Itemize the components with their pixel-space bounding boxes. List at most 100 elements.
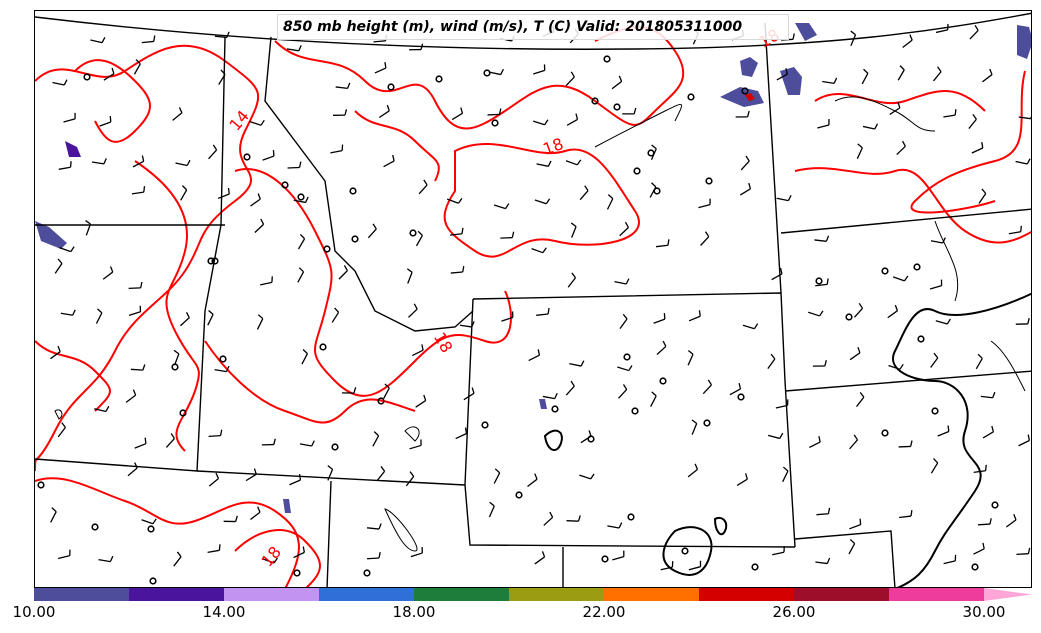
wind-barb-icon: [415, 230, 423, 247]
wind-barb-icon: [607, 522, 623, 529]
wind-barb-icon: [59, 246, 75, 253]
wind-barb-icon: [249, 119, 265, 126]
wind-barb-icon: [493, 203, 510, 210]
wind-barb-icon: [500, 231, 515, 239]
wind-barb-icon: [372, 431, 380, 447]
wind-barb-icon: [409, 439, 422, 450]
wind-barb-icon: [969, 24, 979, 40]
wind-barb-icon: [566, 113, 579, 126]
calm-circle-icon: [681, 547, 689, 555]
water-outline: [990, 340, 1026, 392]
calm-circle-icon: [751, 563, 759, 571]
wind-barb-icon: [208, 144, 218, 160]
wind-barb-icon: [935, 23, 949, 34]
calm-circle-icon: [881, 267, 889, 275]
wind-barb-icon: [622, 107, 637, 115]
colorbar-tick-label: 26.00: [772, 603, 816, 621]
map-title: 850 mb height (m), wind (m/s), T (C) Val…: [277, 14, 789, 40]
wind-barb-layer: [50, 23, 1031, 571]
wind-barb-icon: [367, 551, 381, 560]
wind-barb-icon: [536, 160, 552, 167]
calm-circle-icon: [613, 103, 621, 111]
wind-barb-icon: [688, 310, 701, 322]
wind-barb-icon: [897, 65, 905, 81]
wind-barb-icon: [376, 466, 386, 482]
calm-circle-icon: [991, 501, 999, 509]
wind-barb-icon: [687, 350, 694, 366]
colorbar-segment: [224, 588, 319, 601]
wind-barb-icon: [165, 433, 175, 448]
wind-barb-icon: [822, 77, 838, 85]
wind-barb-icon: [812, 360, 827, 367]
wind-barb-icon: [501, 311, 514, 322]
wind-barb-icon: [293, 546, 305, 559]
wind-barb-icon: [254, 218, 265, 234]
wind-barb-icon: [930, 352, 939, 368]
wind-barb-icon: [982, 425, 995, 439]
calm-circle-icon: [483, 69, 491, 77]
wind-barb-icon: [141, 518, 157, 525]
wind-barb-icon: [655, 239, 670, 248]
colorbar-segments: [34, 588, 1032, 601]
boundary-line: [326, 480, 332, 587]
calm-circle-icon: [219, 355, 227, 363]
wind-barb-icon: [180, 185, 188, 201]
wind-barb-icon: [297, 234, 306, 250]
calm-circle-icon: [363, 569, 371, 577]
wind-barb-icon: [849, 346, 861, 361]
wind-barb-icon: [580, 430, 592, 444]
wind-barb-icon: [450, 265, 465, 274]
calm-circle-icon: [331, 443, 339, 451]
colorbar-extend-arrow: [984, 588, 1032, 601]
wind-barb-icon: [932, 66, 942, 82]
wind-barb-icon: [128, 281, 143, 290]
colorbar-tick-label: 10.00: [12, 603, 56, 621]
temperature-contour: [274, 26, 685, 130]
wind-barb-icon: [125, 389, 137, 403]
wind-barb-icon: [286, 45, 302, 52]
wind-barb-icon: [179, 312, 190, 327]
wind-barb-icon: [450, 227, 464, 236]
temperature-contour: [35, 44, 260, 472]
wind-barb-icon: [408, 303, 418, 318]
wind-barb-icon: [173, 551, 182, 567]
wind-barb-icon: [528, 349, 541, 362]
calm-circle-icon: [207, 257, 215, 265]
calm-circle-icon: [409, 229, 417, 237]
wind-barb-icon: [366, 523, 382, 530]
wind-barb-icon: [856, 143, 863, 159]
wind-barb-icon: [383, 383, 390, 399]
wind-barb-icon: [570, 222, 577, 238]
wind-barb-icon: [816, 507, 831, 516]
wind-barb-icon: [698, 198, 711, 209]
water-outline: [384, 508, 418, 552]
wind-barb-icon: [446, 197, 463, 204]
boundary-line: [780, 208, 1031, 234]
wind-barb-icon: [534, 551, 546, 565]
height-contour: [892, 292, 1031, 587]
colorbar-segment: [889, 588, 984, 601]
wind-barb-icon: [214, 31, 230, 39]
wind-barb-icon: [850, 30, 857, 47]
wind-barb-icon: [297, 267, 305, 283]
wind-barb-icon: [493, 468, 501, 484]
boundary-line: [35, 36, 226, 472]
wind-barb-icon: [1018, 116, 1031, 120]
calm-circle-icon: [149, 577, 157, 585]
height-contour: [662, 526, 713, 576]
calm-circle-icon: [435, 75, 443, 83]
fill-area: [740, 57, 758, 77]
map-canvas: [35, 12, 1031, 587]
calm-circle-icon: [705, 177, 713, 185]
boundary-line: [784, 370, 1031, 392]
wind-barb-icon: [262, 150, 275, 161]
calm-circle-icon: [323, 245, 331, 253]
calm-circle-icon: [491, 119, 499, 127]
wind-barb-icon: [808, 310, 824, 317]
wind-barb-icon: [418, 179, 428, 195]
wind-barb-icon: [569, 360, 585, 367]
wind-barb-icon: [815, 557, 831, 565]
wind-barb-icon: [902, 34, 913, 49]
wind-barb-icon: [888, 363, 904, 370]
colorbar-tick-label: 18.00: [392, 603, 436, 621]
